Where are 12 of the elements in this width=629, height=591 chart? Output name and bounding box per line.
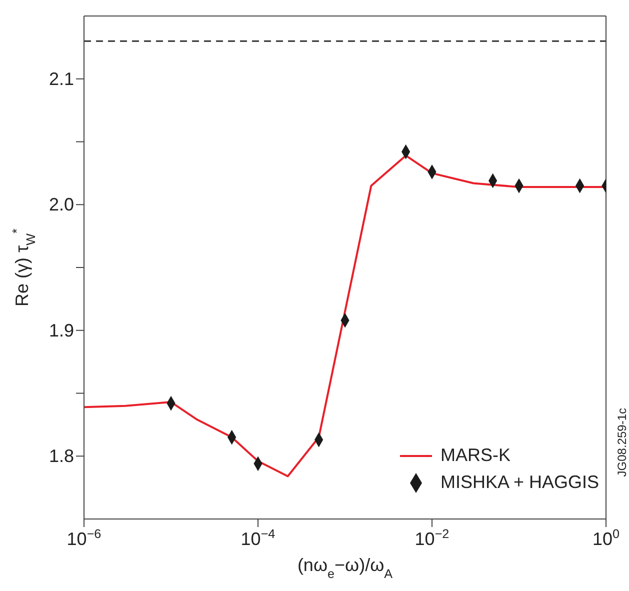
- y-tick-label: 1.8: [48, 446, 74, 466]
- y-tick-label: 2.1: [48, 68, 74, 89]
- x-tick-label: 10$^{0}$: [592, 527, 620, 549]
- y-tick-label: 1.9: [48, 320, 74, 340]
- x-tick-label: 10$^{−2}$: [414, 527, 450, 549]
- x-tick-label: 10$^{−6}$: [66, 527, 102, 549]
- legend-label: MISHKA + HAGGIS: [440, 472, 599, 493]
- y-tick-label: 2.0: [48, 194, 74, 215]
- x-tick-label: 10$^{−4}$: [240, 527, 276, 549]
- legend-label: MARS-K: [440, 445, 510, 466]
- text: JG08.259-1c: [615, 408, 629, 477]
- x-axis-title: (nω$_{e}$−ω)/ω$_{A}$: [297, 555, 394, 581]
